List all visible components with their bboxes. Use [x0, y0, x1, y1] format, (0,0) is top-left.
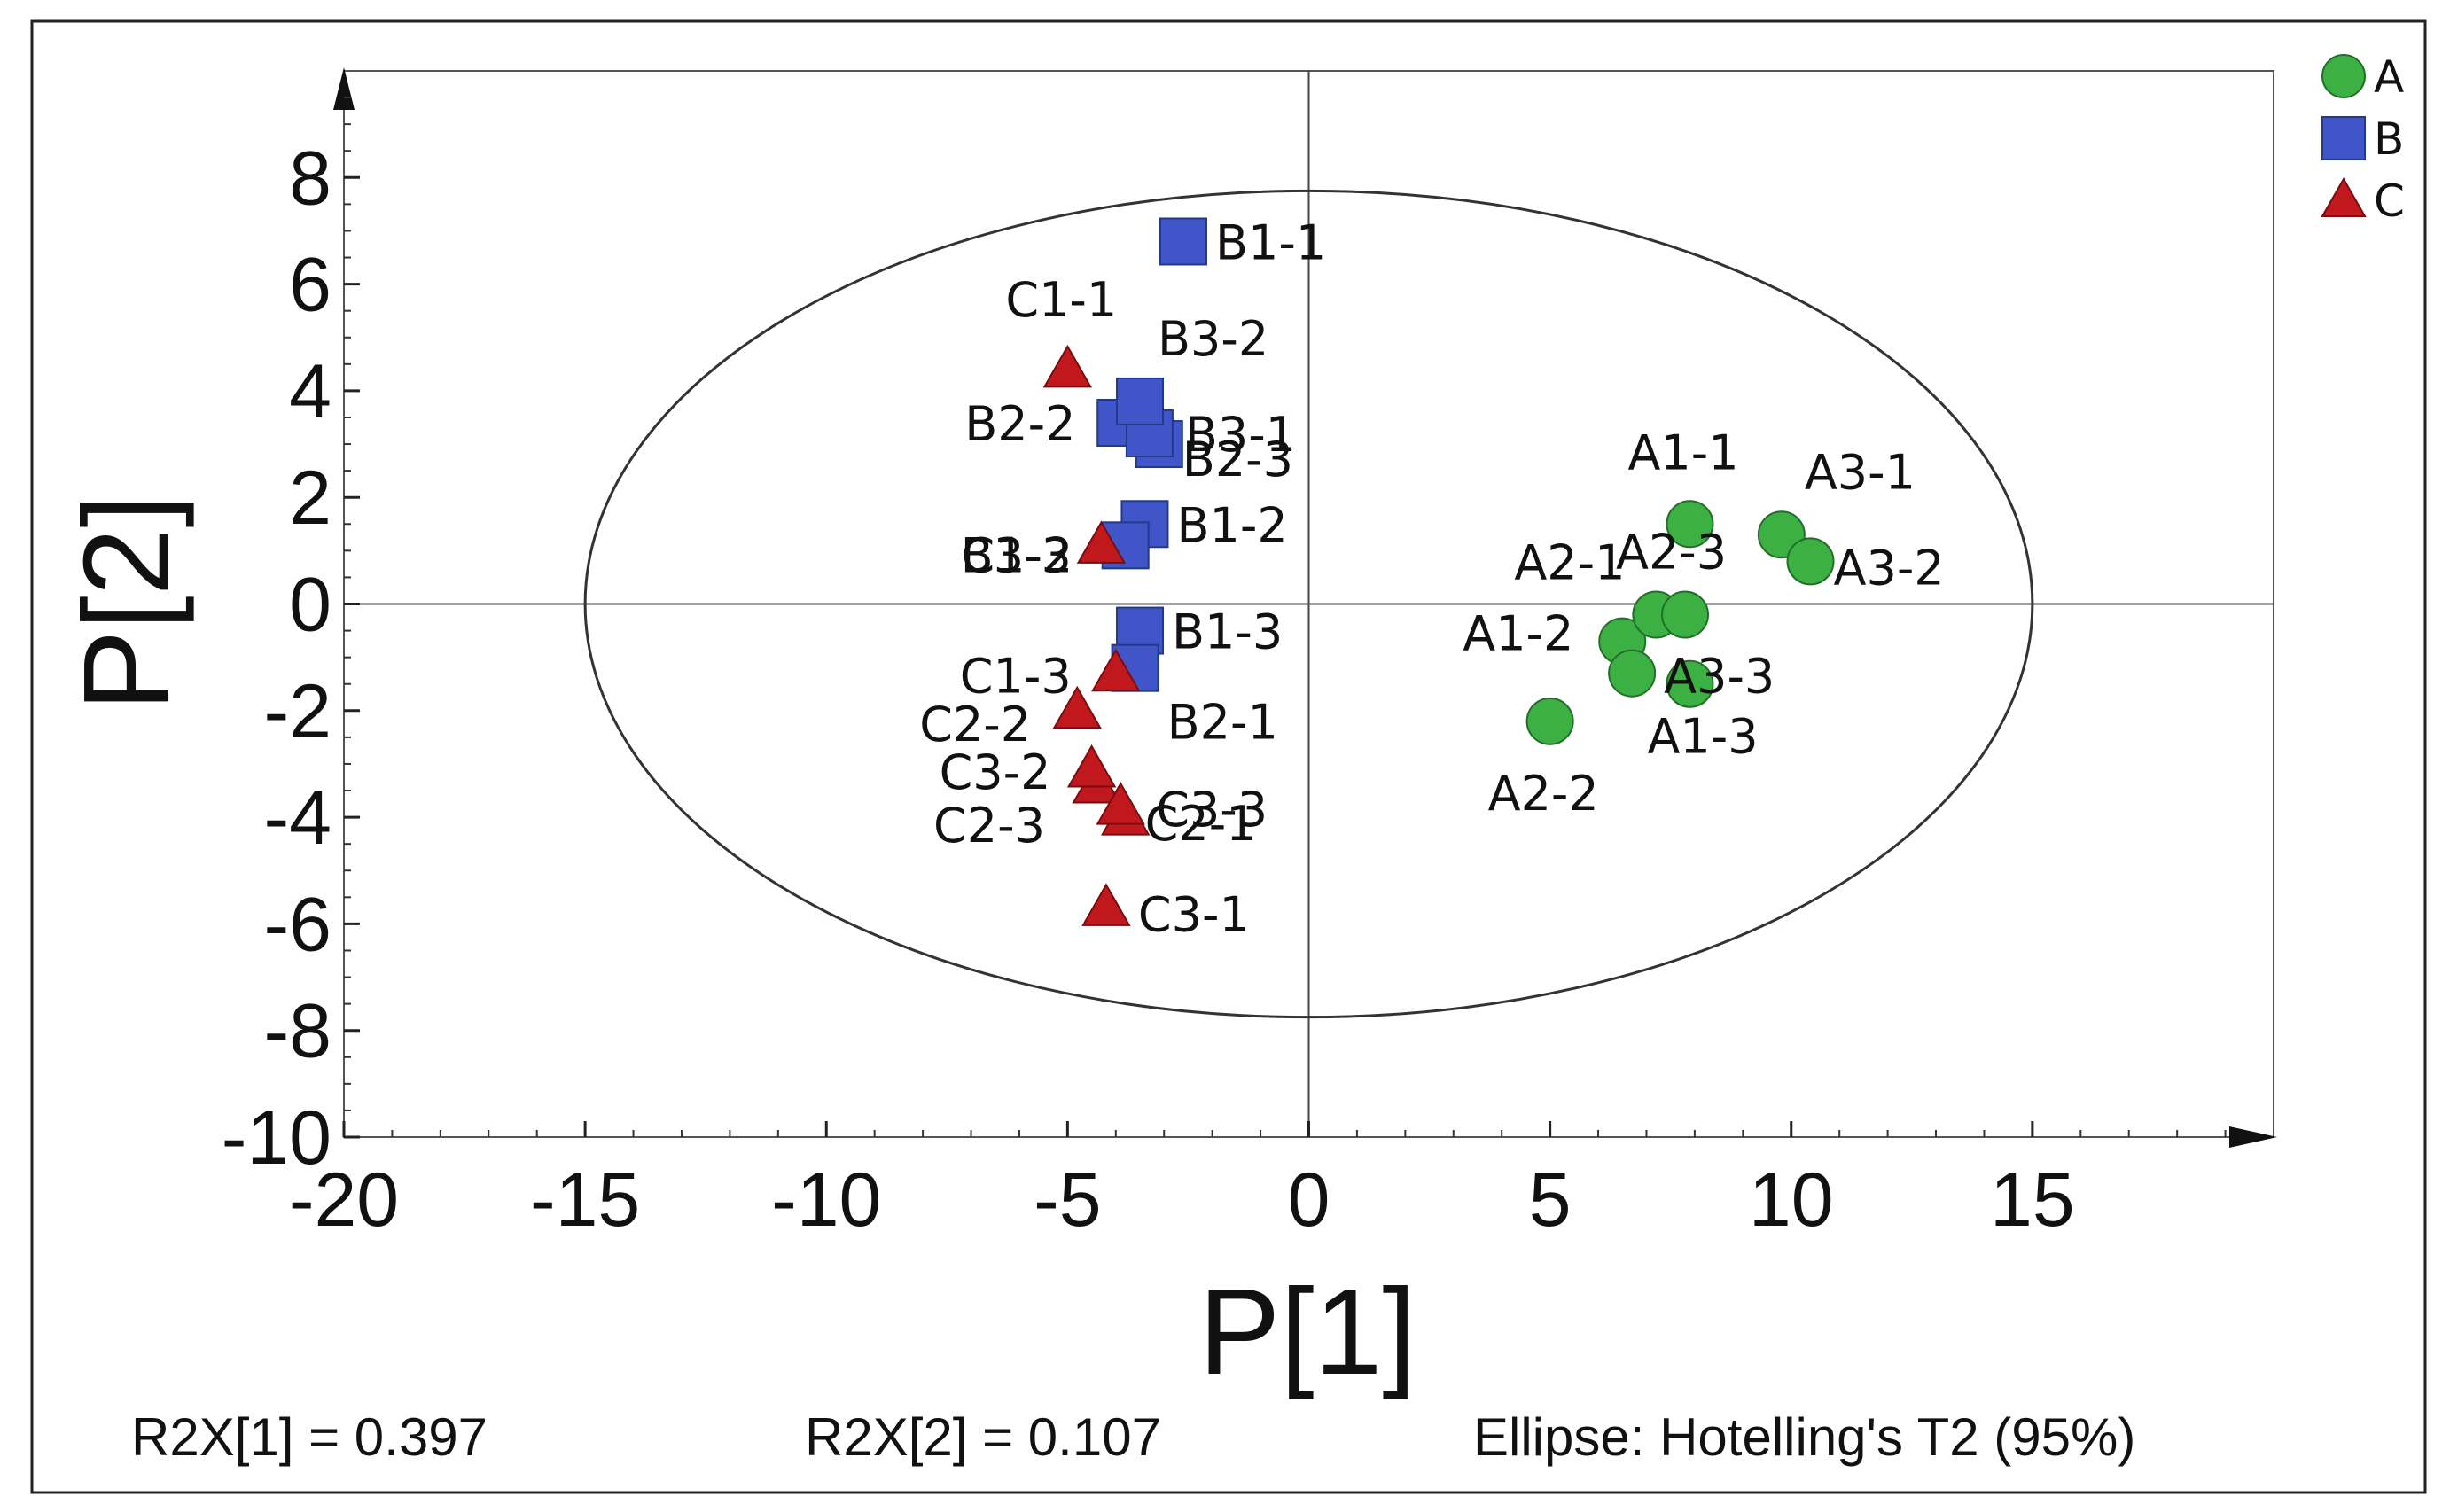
ellipse-note-text: Ellipse: Hotelling's T2 (95%) — [1473, 1407, 2135, 1467]
point-label-c3-1: C3-1 — [1138, 886, 1250, 942]
y-tick-label: 6 — [289, 243, 332, 328]
y-tick-label: -4 — [264, 775, 332, 861]
data-point-a2-3 — [1661, 590, 1710, 639]
point-label-a3-1: A3-1 — [1805, 444, 1916, 500]
point-label-b2-1: B2-1 — [1167, 695, 1278, 751]
data-point-a2-2 — [1525, 697, 1574, 745]
data-point-c1-3 — [1091, 648, 1141, 692]
point-label-a2-1: A2-1 — [1514, 535, 1625, 591]
point-label-b1-1: B1-1 — [1215, 214, 1326, 270]
legend-label-b: B — [2374, 113, 2404, 165]
y-tick-label: 0 — [289, 563, 332, 648]
y-tick-label: 4 — [289, 349, 332, 434]
data-point-c3-3 — [1096, 782, 1145, 825]
x-axis-title: P[1] — [1198, 1264, 1416, 1400]
data-point-a3-3 — [1608, 649, 1657, 698]
x-tick-label: 0 — [1288, 1157, 1330, 1243]
point-label-b2-3: B2-3 — [1182, 432, 1293, 487]
point-label-c1-2: C1-2 — [961, 527, 1073, 583]
point-label-a1-1: A1-1 — [1627, 425, 1738, 480]
x-tick-label: 15 — [1990, 1157, 2075, 1243]
point-label-a1-3: A1-3 — [1647, 709, 1758, 765]
data-point-a1-1 — [1666, 500, 1714, 549]
point-label-b2-2: B2-2 — [964, 396, 1075, 452]
point-label-b1-3: B1-3 — [1172, 604, 1283, 660]
point-label-c2-3: C2-3 — [933, 798, 1045, 853]
x-tick-label: -15 — [530, 1157, 640, 1243]
legend-marker-c — [2321, 176, 2367, 217]
legend-marker-b — [2321, 116, 2366, 160]
r2x2-text: R2X[2] = 0.107 — [805, 1407, 1161, 1467]
point-label-a2-2: A2-2 — [1488, 766, 1599, 822]
legend: ABC — [2321, 51, 2405, 227]
point-label-c1-3: C1-3 — [960, 649, 1072, 705]
point-label-b3-2: B3-2 — [1158, 311, 1268, 367]
legend-label-c: C — [2374, 175, 2405, 227]
point-label-c2-1: C2-1 — [1145, 796, 1257, 852]
data-point-c2-2 — [1052, 685, 1102, 729]
y-axis-title: P[2] — [59, 494, 195, 711]
x-tick-label: -20 — [289, 1157, 399, 1243]
legend-label-a: A — [2374, 51, 2404, 103]
y-tick-label: -6 — [264, 882, 332, 967]
y-tick-label: -8 — [264, 989, 332, 1074]
outer-frame — [30, 19, 2427, 1494]
y-tick-label: 2 — [289, 456, 332, 541]
plot-area: -20 -15 -10 -5 0 5 10 15-10-8-6-4-202468A1-1A1-… — [222, 67, 2277, 1243]
data-point-b1-1 — [1159, 217, 1207, 266]
point-label-c3-2: C3-2 — [940, 744, 1051, 800]
data-point-c1-2 — [1076, 520, 1127, 564]
point-label-b1-2: B1-2 — [1176, 497, 1287, 553]
point-label-a3-2: A3-2 — [1834, 540, 1945, 596]
data-point-b3-2 — [1116, 377, 1165, 425]
data-point-c3-2 — [1066, 744, 1117, 788]
hotelling-ellipse — [583, 189, 2034, 1019]
point-label-b3-1: B3-1 — [1185, 407, 1296, 463]
point-label-c1-1: C1-1 — [1005, 272, 1117, 328]
legend-marker-a — [2321, 54, 2366, 98]
point-label-c2-2: C2-2 — [919, 697, 1031, 752]
r2x1-text: R2X[1] = 0.397 — [131, 1407, 488, 1467]
x-tick-label: 5 — [1529, 1157, 1572, 1243]
y-axis-arrow — [333, 67, 355, 110]
y-tick-label: 8 — [289, 136, 332, 221]
y-tick-label: -10 — [222, 1095, 332, 1181]
x-axis-arrow — [2229, 1126, 2277, 1148]
point-label-a2-3: A2-3 — [1616, 525, 1727, 581]
data-point-c3-1 — [1081, 883, 1131, 926]
point-label-a3-3: A3-3 — [1664, 649, 1775, 705]
data-point-a3-2 — [1786, 537, 1835, 586]
x-tick-label: -10 — [771, 1157, 881, 1243]
point-label-a1-2: A1-2 — [1463, 606, 1573, 662]
x-tick-label: -5 — [1034, 1157, 1101, 1243]
point-label-b3-3: B3-3 — [961, 527, 1072, 583]
point-label-c3-3: C3-3 — [1156, 782, 1268, 838]
x-tick-label: 10 — [1749, 1157, 1834, 1243]
data-point-c1-1 — [1042, 344, 1093, 388]
y-tick-label: -2 — [264, 669, 332, 754]
data-point-a1-3 — [1666, 659, 1714, 708]
